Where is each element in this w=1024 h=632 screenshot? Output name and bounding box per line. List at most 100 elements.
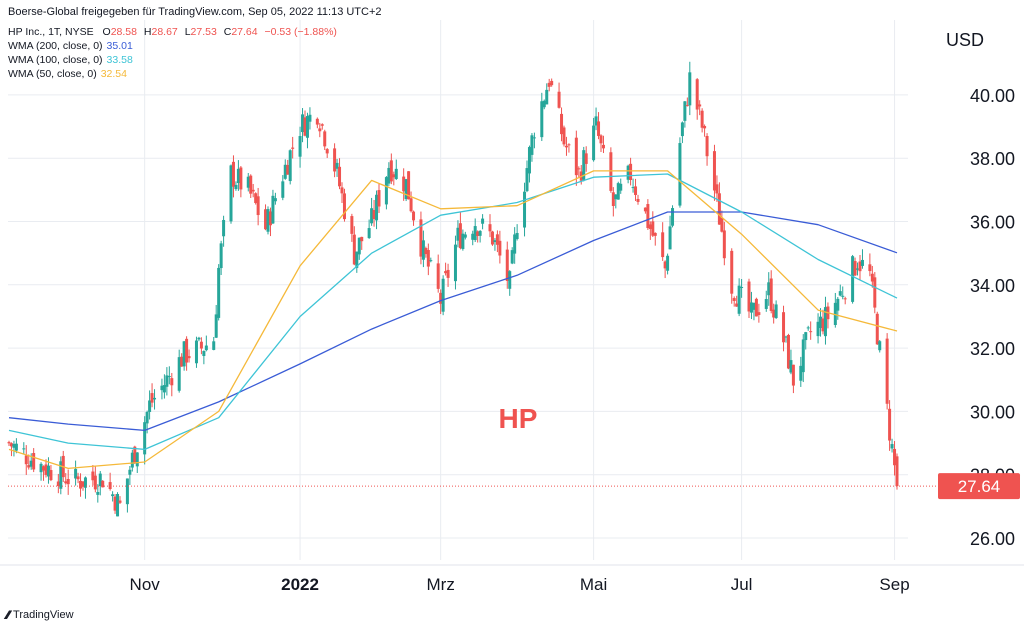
candle-body (283, 164, 287, 179)
open-label: O (102, 26, 111, 38)
candle-body (116, 494, 120, 517)
candle-body (574, 137, 578, 176)
candle-body (44, 464, 48, 475)
candle-body (493, 240, 497, 243)
wma50-value: 32.54 (100, 68, 127, 80)
candle-body (143, 422, 147, 455)
candle-body (298, 136, 302, 157)
footer-brand[interactable]: ⁄⁄⁄ TradingView (6, 608, 74, 622)
candle-body (271, 195, 275, 224)
candle-body (560, 113, 564, 135)
wma-line-1 (8, 173, 898, 451)
candle-body (194, 340, 198, 364)
candle-body (308, 114, 312, 122)
candle-body (305, 116, 309, 138)
candle-body (703, 126, 707, 129)
candle-body (868, 264, 872, 272)
candle-body (564, 145, 568, 148)
candle-body (42, 466, 46, 471)
candle-body (786, 334, 790, 369)
candle-body (705, 135, 709, 157)
candle-body (49, 470, 53, 481)
wma100-legend[interactable]: WMA (100, close, 0) 33.58 (8, 54, 133, 66)
wma50-label: WMA (50, close, 0) (8, 68, 97, 80)
candle-body (463, 234, 467, 238)
price-tick-label: 32.00 (970, 339, 1015, 359)
candle-body (133, 446, 137, 464)
candle-body (412, 211, 416, 221)
candle-body (860, 259, 864, 266)
candle-body (599, 135, 603, 144)
candle-body (239, 167, 243, 190)
candle-body (634, 186, 638, 195)
candle-body (384, 177, 388, 205)
candle-body (885, 338, 889, 404)
candle-body (651, 221, 655, 236)
candle-body (461, 233, 465, 250)
candle-body (409, 198, 413, 212)
close-value: 27.64 (231, 26, 258, 38)
time-tick-label: 2022 (281, 575, 319, 594)
candle-body (740, 286, 744, 288)
time-tick-label: Nov (130, 575, 161, 594)
candle-body (231, 161, 235, 187)
candle-body (91, 471, 95, 481)
candle-body (749, 302, 753, 313)
candle-body (357, 237, 361, 255)
candle-body (601, 144, 605, 149)
candle-body (118, 500, 122, 503)
candle-body (197, 337, 201, 340)
candle-body (74, 468, 78, 479)
candle-body (372, 210, 376, 220)
candle-body (567, 144, 571, 146)
candle-body (653, 232, 657, 236)
candle-body (170, 378, 174, 386)
price-tick-label: 36.00 (970, 213, 1015, 233)
candle-body (456, 227, 460, 241)
candle-body (12, 443, 16, 448)
candle-body (643, 207, 647, 212)
high-value: 28.67 (151, 26, 178, 38)
candle-body (629, 163, 633, 181)
candle-body (636, 198, 640, 202)
candle-body (890, 444, 894, 449)
candle-body (286, 164, 290, 175)
candle-body (167, 376, 171, 378)
candle-body (22, 448, 26, 450)
candle-body (678, 143, 682, 206)
candle-body (841, 295, 845, 297)
wma200-legend[interactable]: WMA (200, close, 0) 35.01 (8, 40, 133, 52)
candle-body (712, 151, 716, 191)
candle-body (801, 339, 805, 373)
candle-body (577, 168, 581, 170)
candle-body (478, 230, 482, 236)
currency-label: USD (946, 30, 984, 50)
low-value: 27.53 (190, 26, 217, 38)
candle-body (806, 327, 810, 329)
candle-body (436, 263, 440, 289)
candle-body (557, 91, 561, 108)
candle-body (816, 321, 820, 337)
watermark: HP (499, 403, 538, 434)
candle-body (875, 313, 879, 345)
candle-body (266, 209, 270, 232)
wma50-legend[interactable]: WMA (50, close, 0) 32.54 (8, 68, 127, 80)
chart-grid (0, 20, 1024, 566)
candle-body (769, 278, 773, 311)
wma-line-0 (8, 211, 898, 432)
candle-body (525, 168, 529, 192)
candle-body (671, 208, 675, 226)
candle-body (772, 309, 776, 318)
candle-body (394, 168, 398, 179)
candle-body (888, 408, 892, 441)
candle-body (165, 375, 169, 387)
low-label: L (184, 26, 191, 38)
candle-body (858, 261, 862, 272)
candle-body (145, 411, 149, 424)
candle-body (377, 190, 381, 207)
candle-body (853, 261, 857, 276)
candle-body (387, 167, 391, 184)
candle-body (547, 82, 551, 87)
candle-body (56, 481, 60, 487)
